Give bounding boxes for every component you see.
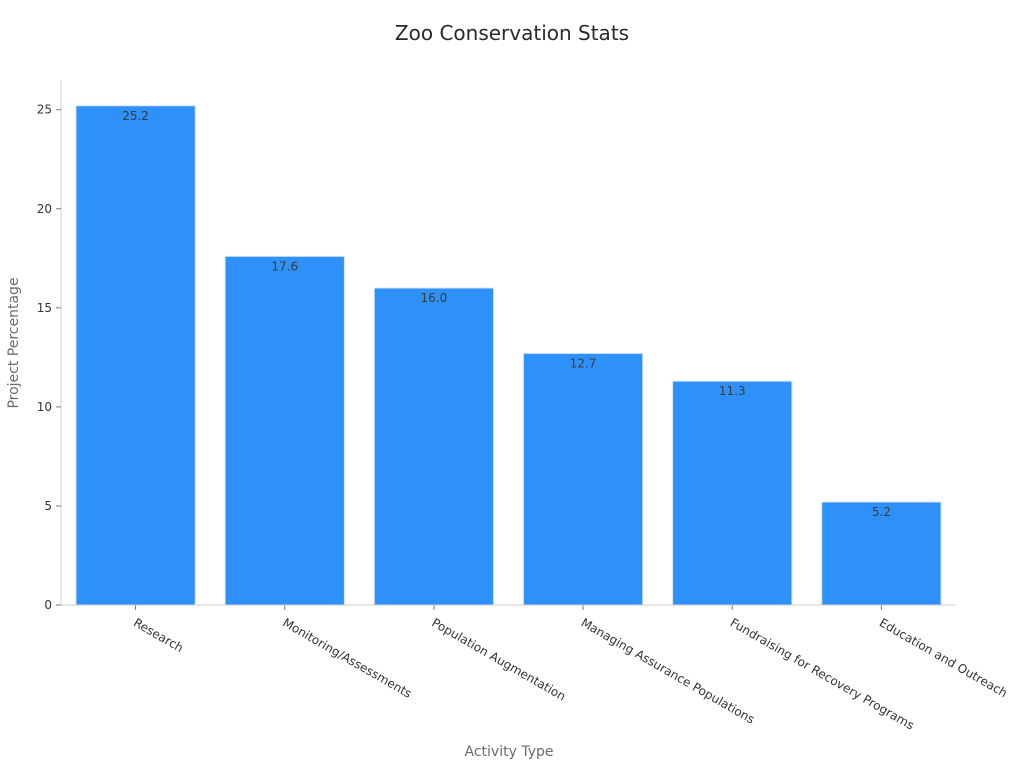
- x-axis-title: Activity Type: [465, 744, 554, 760]
- y-tick-label-5: 25: [37, 103, 52, 117]
- x-tick-label-6: Education and Outreach: [877, 615, 1010, 700]
- data-label-6: 5.2: [872, 505, 891, 519]
- x-tick-label-3: Population Augmentation: [429, 615, 568, 703]
- data-label-3: 16.0: [421, 291, 448, 305]
- data-label-1: 25.2: [122, 109, 149, 123]
- x-tick-label-1: Research: [131, 615, 186, 655]
- bar-6: [821, 501, 942, 606]
- y-tick-label-0: 0: [44, 598, 52, 612]
- bars-layer: [75, 105, 942, 606]
- y-axis-title: Project Percentage: [6, 277, 22, 408]
- axes-layer: [56, 80, 956, 610]
- bar-1: [75, 105, 196, 606]
- bar-5: [672, 380, 793, 606]
- x-tick-label-4: Managing Assurance Populations: [579, 615, 757, 726]
- data-label-5: 11.3: [719, 384, 746, 398]
- bar-4: [522, 352, 644, 606]
- bar-2: [224, 255, 345, 606]
- y-tick-label-1: 5: [44, 499, 52, 513]
- y-tick-label-3: 15: [37, 301, 52, 315]
- y-tick-label-4: 20: [37, 202, 52, 216]
- data-label-2: 17.6: [271, 259, 298, 273]
- bar-3: [373, 287, 495, 606]
- data-label-4: 12.7: [570, 356, 597, 370]
- y-tick-label-2: 10: [37, 400, 52, 414]
- x-tick-label-2: Monitoring/Assessments: [280, 615, 414, 700]
- chart-title: Zoo Conservation Stats: [395, 21, 629, 45]
